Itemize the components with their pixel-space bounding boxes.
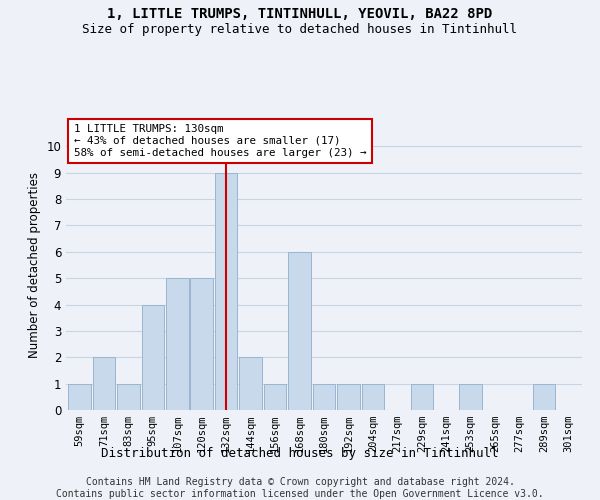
- Bar: [533, 384, 556, 410]
- Bar: [239, 358, 262, 410]
- Bar: [410, 384, 433, 410]
- Text: Contains HM Land Registry data © Crown copyright and database right 2024.
Contai: Contains HM Land Registry data © Crown c…: [56, 478, 544, 499]
- Bar: [313, 384, 335, 410]
- Bar: [264, 384, 286, 410]
- Bar: [337, 384, 360, 410]
- Y-axis label: Number of detached properties: Number of detached properties: [28, 172, 41, 358]
- Bar: [460, 384, 482, 410]
- Bar: [190, 278, 213, 410]
- Bar: [362, 384, 384, 410]
- Bar: [68, 384, 91, 410]
- Bar: [142, 304, 164, 410]
- Bar: [166, 278, 188, 410]
- Bar: [288, 252, 311, 410]
- Bar: [92, 358, 115, 410]
- Text: 1 LITTLE TRUMPS: 130sqm
← 43% of detached houses are smaller (17)
58% of semi-de: 1 LITTLE TRUMPS: 130sqm ← 43% of detache…: [74, 124, 366, 158]
- Text: 1, LITTLE TRUMPS, TINTINHULL, YEOVIL, BA22 8PD: 1, LITTLE TRUMPS, TINTINHULL, YEOVIL, BA…: [107, 8, 493, 22]
- Text: Size of property relative to detached houses in Tintinhull: Size of property relative to detached ho…: [83, 22, 517, 36]
- Bar: [117, 384, 140, 410]
- Bar: [215, 172, 238, 410]
- Text: Distribution of detached houses by size in Tintinhull: Distribution of detached houses by size …: [101, 448, 499, 460]
